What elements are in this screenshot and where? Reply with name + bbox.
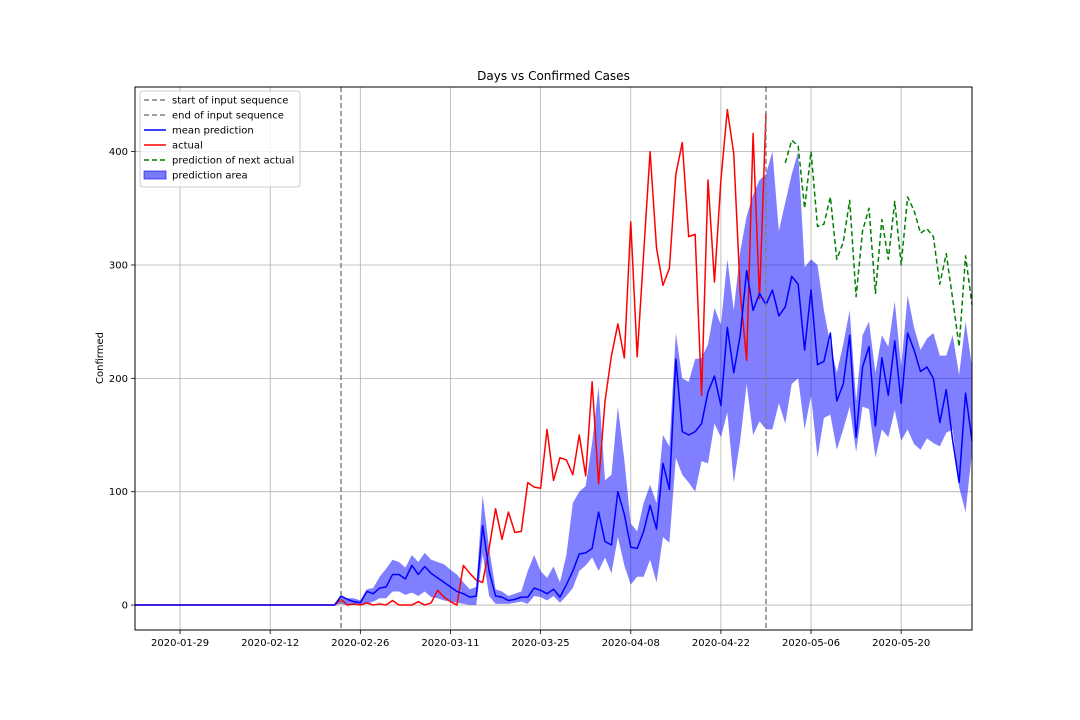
legend: start of input sequence end of input sequ… — [139, 90, 301, 188]
x-tick-label: 2020-05-06 — [782, 638, 840, 649]
x-tick-label: 2020-01-29 — [151, 638, 209, 649]
y-tick-label: 200 — [109, 374, 128, 385]
x-tick-label: 2020-03-11 — [421, 638, 479, 649]
x-tick-label: 2020-05-20 — [872, 638, 930, 649]
series-line-mean-prediction — [135, 269, 973, 606]
chart-title: Days vs Confirmed Cases — [477, 69, 630, 83]
y-axis-label: Confirmed — [95, 332, 106, 384]
plot-frame — [134, 86, 973, 631]
y-axis: 0 100 200 300 400 — [109, 147, 135, 612]
grid — [135, 87, 972, 630]
y-tick-label: 400 — [109, 147, 128, 158]
y-tick-label: 0 — [122, 601, 128, 612]
x-tick-label: 2020-04-08 — [602, 638, 660, 649]
legend-label: start of input sequence — [172, 96, 288, 107]
legend-label: actual — [172, 141, 203, 152]
x-axis: 2020-01-29 2020-02-12 2020-02-26 2020-03-11… — [151, 630, 930, 649]
legend-label: end of input sequence — [172, 111, 284, 122]
series-layer — [135, 108, 973, 606]
legend-swatch — [143, 170, 167, 180]
legend-label: mean prediction — [172, 126, 254, 137]
y-tick-label: 300 — [109, 260, 128, 271]
x-tick-label: 2020-02-26 — [331, 638, 389, 649]
prediction-area — [135, 151, 972, 606]
legend-label: prediction of next actual — [172, 156, 294, 167]
x-tick-label: 2020-03-25 — [512, 638, 570, 649]
legend-box — [139, 90, 301, 188]
legend-label: prediction area — [172, 171, 248, 182]
y-tick-label: 100 — [109, 487, 128, 498]
prediction-area-layer — [135, 151, 972, 606]
x-tick-label: 2020-04-22 — [692, 638, 750, 649]
x-tick-label: 2020-02-12 — [241, 638, 299, 649]
vline-layer — [340, 87, 767, 630]
